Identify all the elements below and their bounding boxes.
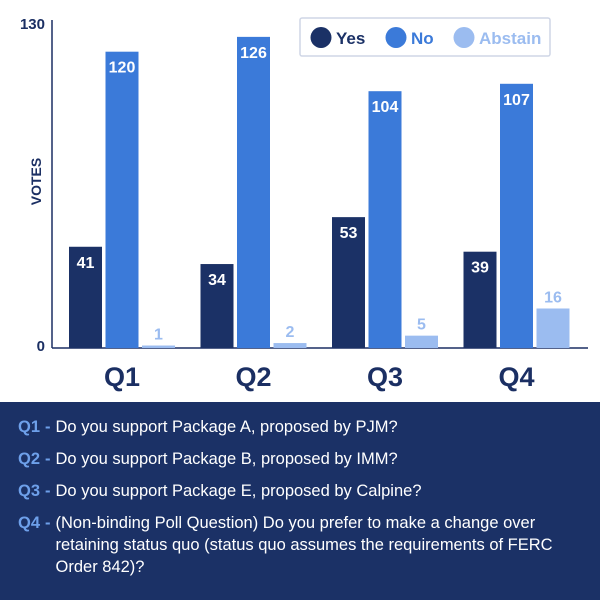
- data-label-no-q4: 107: [503, 92, 530, 109]
- legend-label-yes: Yes: [336, 29, 365, 48]
- note-separator: -: [45, 514, 51, 532]
- x-tick-label-q2: Q2: [235, 362, 271, 392]
- bar-no-q1: [105, 51, 139, 348]
- legend-label-no: No: [411, 29, 434, 48]
- bar-no-q4: [500, 83, 533, 349]
- bar-yes-q4: [463, 251, 497, 348]
- bar-abstain-q4: [536, 308, 570, 348]
- bar-yes-q3: [332, 217, 365, 348]
- data-label-no-q1: 120: [109, 60, 136, 77]
- note-q4: Q4 - (Non-binding Poll Question) Do you …: [18, 512, 584, 578]
- legend-swatch-yes: [310, 27, 332, 48]
- data-label-abstain-q4: 16: [544, 289, 562, 306]
- note-text: Do you support Package B, proposed by IM…: [55, 450, 398, 468]
- note-q1: Q1 - Do you support Package A, proposed …: [18, 416, 584, 438]
- data-label-abstain-q2: 2: [286, 324, 295, 341]
- bar-no-q3: [368, 91, 402, 348]
- data-label-no-q2: 126: [240, 45, 267, 62]
- data-label-abstain-q1: 1: [154, 327, 163, 344]
- bar-abstain-q3: [405, 335, 438, 348]
- note-separator: -: [45, 450, 51, 468]
- note-q3: Q3 - Do you support Package E, proposed …: [18, 480, 584, 502]
- x-tick-label-q3: Q3: [367, 362, 403, 392]
- legend-label-abstain: Abstain: [479, 29, 541, 48]
- legend-box: [299, 17, 551, 57]
- question-notes-panel: Q1 - Do you support Package A, proposed …: [0, 402, 600, 600]
- note-separator: -: [45, 418, 51, 436]
- x-tick-label-q4: Q4: [498, 362, 534, 392]
- bar-yes-q1: [69, 246, 102, 348]
- bar-abstain-q2: [273, 343, 307, 348]
- note-text: (Non-binding Poll Question) Do you prefe…: [55, 514, 553, 576]
- y-tick-label-max: 130: [20, 16, 45, 33]
- data-label-yes-q2: 34: [208, 272, 226, 289]
- x-tick-label-q1: Q1: [104, 362, 140, 392]
- note-q2: Q2 - Do you support Package B, proposed …: [18, 448, 584, 470]
- note-code: Q4: [18, 514, 41, 532]
- data-label-yes-q1: 41: [77, 255, 95, 272]
- y-axis-title: VOTES: [28, 158, 44, 205]
- note-separator: -: [45, 482, 51, 500]
- note-text: Do you support Package E, proposed by Ca…: [55, 482, 422, 500]
- note-code: Q3: [18, 482, 41, 500]
- note-code: Q2: [18, 450, 41, 468]
- data-label-no-q3: 104: [372, 99, 399, 116]
- bar-chart: 130 0 VOTES 41 120 1 Q1 34 126 2 Q2 53 104 5 Q3 39 107 16…: [20, 16, 588, 392]
- y-tick-label-min: 0: [37, 338, 45, 355]
- data-label-yes-q4: 39: [471, 260, 489, 277]
- note-code: Q1: [18, 418, 41, 436]
- note-text: Do you support Package A, proposed by PJ…: [55, 418, 398, 436]
- data-label-yes-q3: 53: [340, 225, 358, 242]
- bar-abstain-q1: [142, 345, 175, 348]
- legend-swatch-no: [385, 27, 407, 48]
- bar-no-q2: [237, 36, 270, 348]
- legend-swatch-abstain: [453, 27, 475, 48]
- data-label-abstain-q3: 5: [417, 317, 426, 334]
- chart-area: 130 0 VOTES 41 120 1 Q1 34 126 2 Q2 53 104 5 Q3 39 107 16…: [20, 16, 588, 392]
- bar-yes-q2: [200, 264, 234, 348]
